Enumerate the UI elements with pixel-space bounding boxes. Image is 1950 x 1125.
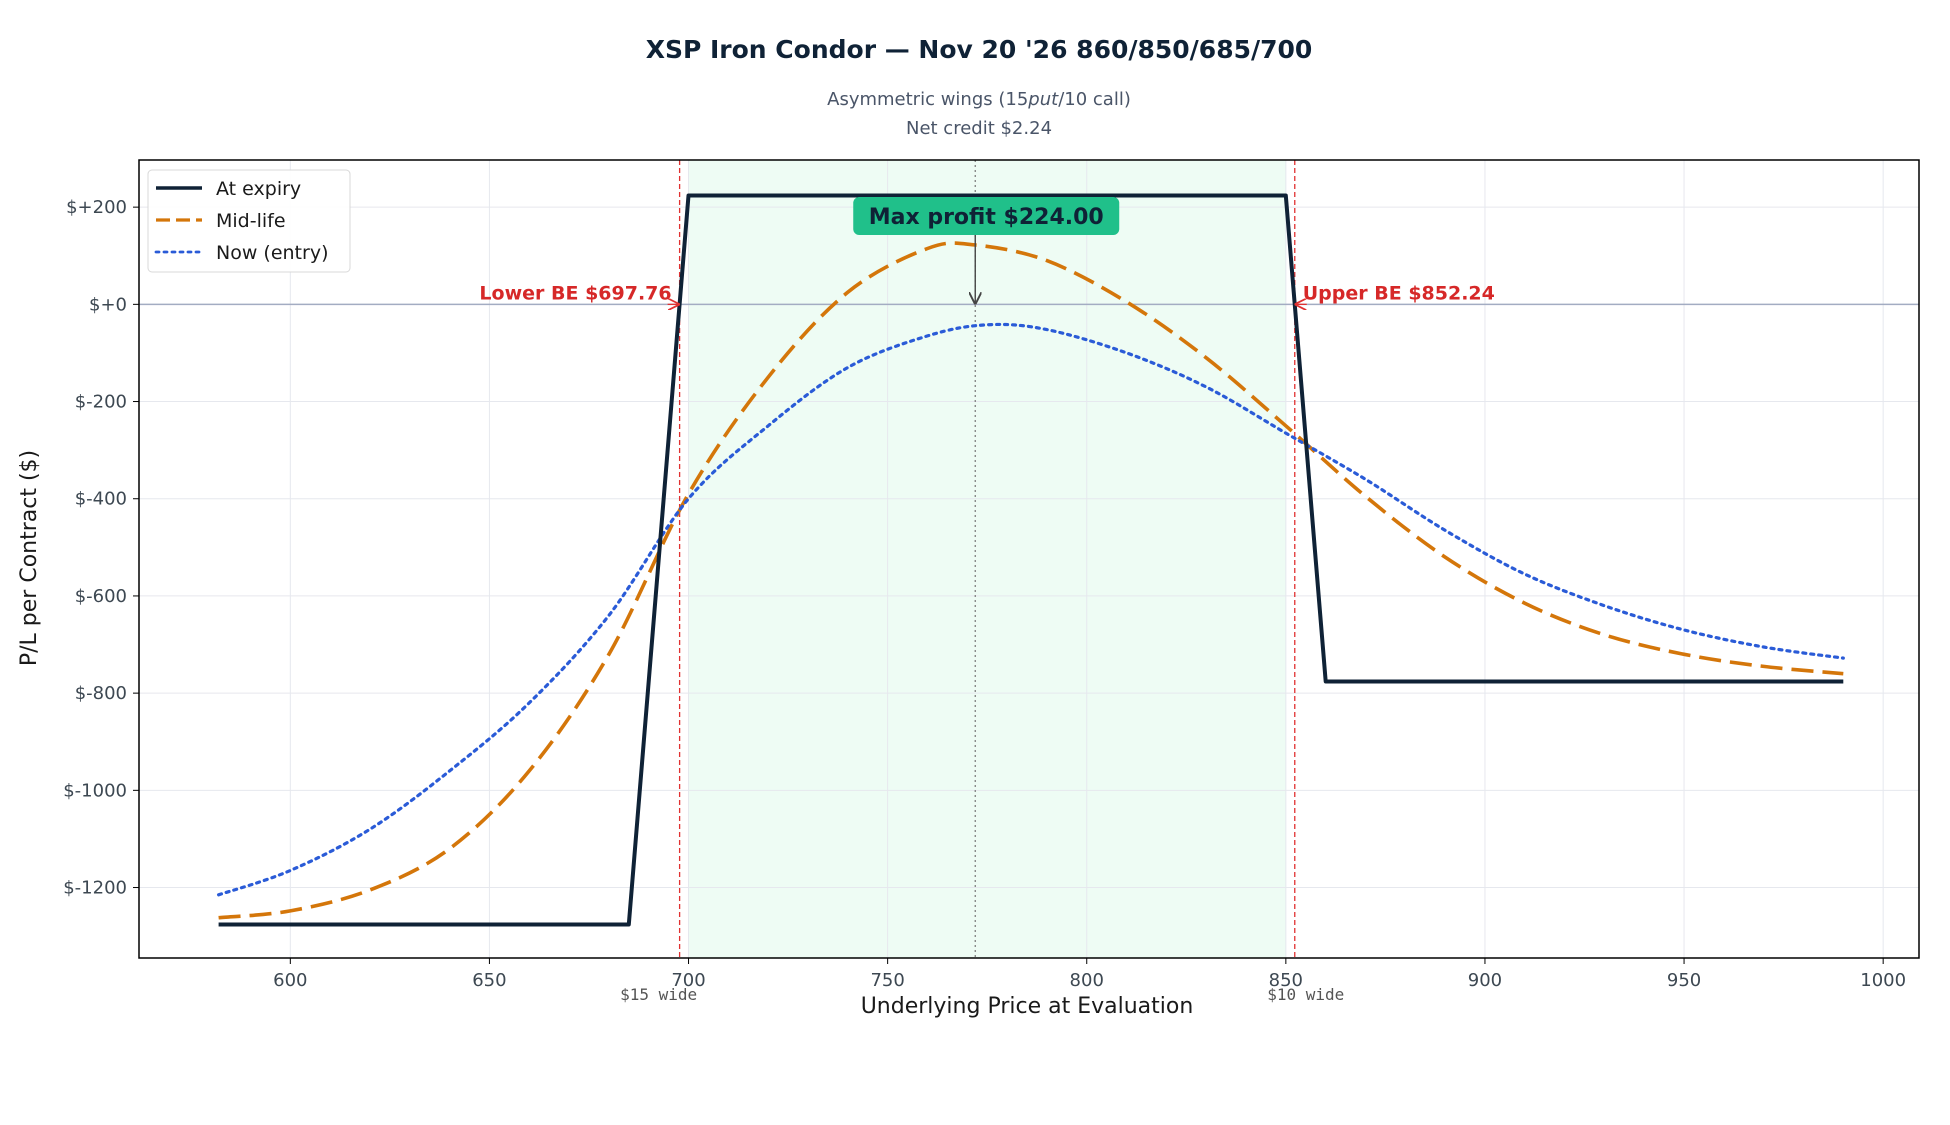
x-tick-label: 850 bbox=[1269, 970, 1303, 991]
wing-width-label-1: $15 wide bbox=[620, 985, 697, 1004]
y-axis-ticks: $+200 $+0 $-200 $-400 $-600 $-800 $-1000 $-1200 bbox=[63, 197, 139, 899]
legend-entry-3: Now (entry) bbox=[216, 242, 328, 264]
max-profit-label: Max profit $224.00 bbox=[869, 205, 1104, 230]
x-tick-label: 600 bbox=[273, 970, 307, 991]
chart-title: XSP Iron Condor — Nov 20 '26 860/850/685… bbox=[646, 35, 1313, 64]
y-tick-label: $-1000 bbox=[63, 780, 127, 801]
x-tick-label: 950 bbox=[1667, 970, 1701, 991]
series-line-now-entry bbox=[217, 322, 1845, 897]
x-tick-label: 650 bbox=[472, 970, 506, 991]
subtitle-part-3: /10 call) bbox=[1058, 89, 1131, 110]
chart-subtitle-line2: Net credit $2.24 bbox=[906, 118, 1052, 139]
legend-box bbox=[147, 169, 351, 273]
y-tick-label: $-400 bbox=[75, 489, 127, 510]
y-tick-label: $-800 bbox=[75, 683, 127, 704]
legend-entry-2: Mid-life bbox=[216, 210, 286, 232]
y-axis-label: P/L per Contract ($) bbox=[17, 450, 42, 666]
chart-subtitle-line1: Asymmetric wings (15put/10 call) bbox=[827, 89, 1131, 110]
series-line-at-expiry bbox=[218, 193, 1844, 927]
lower-breakeven-label: Lower BE $697.76 bbox=[479, 282, 671, 304]
legend: At expiry Mid-life Now (entry) bbox=[147, 169, 351, 273]
profit-zone bbox=[688, 160, 1286, 958]
y-tick-label: $-1200 bbox=[63, 878, 127, 899]
y-tick-label: $-600 bbox=[75, 586, 127, 607]
upper-breakeven-label: Upper BE $852.24 bbox=[1303, 282, 1495, 304]
annotations: Lower BE $697.76 Upper BE $852.24 Max prof… bbox=[479, 197, 1495, 1004]
x-axis-ticks: 600 650 700 750 800 850 900 950 1000 bbox=[273, 958, 1906, 991]
subtitle-part-1: Asymmetric wings (15 bbox=[827, 89, 1028, 110]
y-tick-label: $+0 bbox=[89, 294, 127, 315]
x-axis-label: Underlying Price at Evaluation bbox=[861, 994, 1194, 1019]
x-tick-label: 800 bbox=[1070, 970, 1104, 991]
x-tick-label: 700 bbox=[671, 970, 705, 991]
max-profit-badge bbox=[853, 197, 1120, 235]
series-lines bbox=[217, 193, 1845, 927]
series-line-mid-life bbox=[218, 241, 1844, 920]
y-tick-label: $-200 bbox=[75, 392, 127, 413]
legend-entry-1: At expiry bbox=[216, 178, 301, 200]
x-tick-label: 900 bbox=[1468, 970, 1502, 991]
plot-background bbox=[139, 160, 1919, 958]
x-tick-label: 750 bbox=[870, 970, 904, 991]
x-tick-label: 1000 bbox=[1860, 970, 1906, 991]
plot-frame bbox=[138, 159, 1920, 959]
y-tick-label: $+200 bbox=[66, 197, 127, 218]
wing-width-label-2: $10 wide bbox=[1267, 985, 1344, 1004]
subtitle-part-2: put bbox=[1027, 89, 1059, 110]
